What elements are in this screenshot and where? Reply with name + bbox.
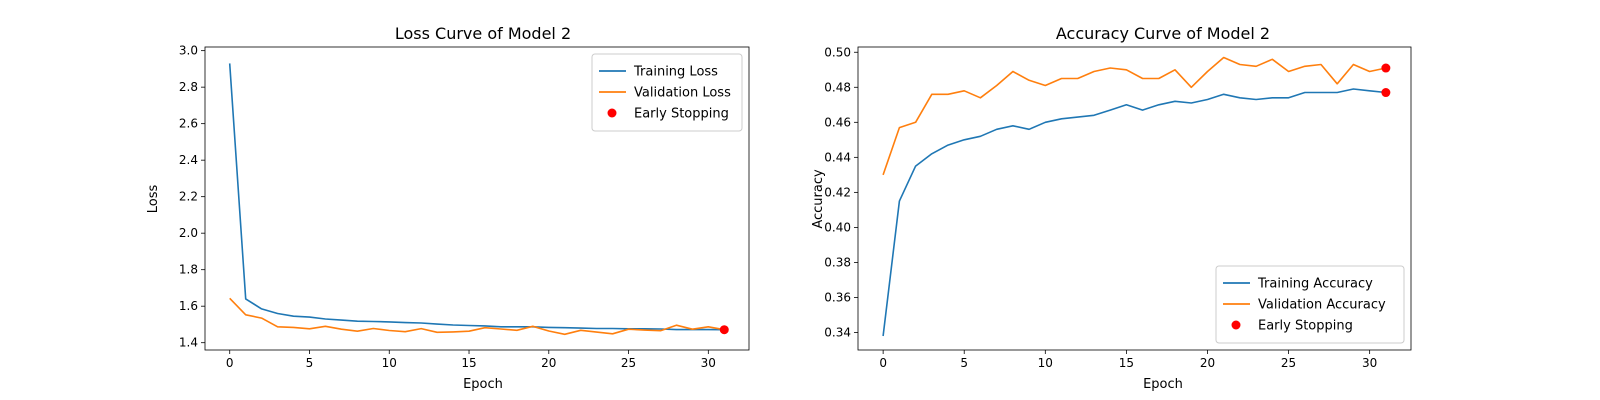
loss-chart-ytick-label: 1.8 — [179, 263, 198, 277]
accuracy-chart-xtick-label: 0 — [879, 356, 887, 370]
loss-chart-xtick-label: 10 — [382, 356, 397, 370]
loss-chart-xtick-label: 5 — [306, 356, 314, 370]
accuracy-chart-xtick-label: 5 — [960, 356, 968, 370]
loss-chart-xtick-label: 25 — [621, 356, 636, 370]
accuracy-chart-series-validation-line — [882, 56, 1387, 176]
accuracy-chart-xtick-label: 25 — [1281, 356, 1296, 370]
loss-chart-xtick-label: 0 — [226, 356, 234, 370]
loss-chart-legend-box — [591, 53, 743, 132]
loss-chart-ytick-label: 2.8 — [179, 80, 198, 94]
accuracy-chart-xtick-label: 15 — [1119, 356, 1134, 370]
accuracy-chart-legend-label: Training Accuracy — [1257, 277, 1373, 292]
accuracy-chart-legend-box — [1215, 265, 1405, 344]
loss-chart-ytick-label: 2.4 — [179, 153, 198, 167]
accuracy-chart-ytick-label: 0.40 — [824, 220, 851, 234]
loss-chart-xtick-label: 15 — [461, 356, 476, 370]
loss-chart-plot-frame — [204, 46, 750, 351]
loss-chart-xlabel: Epoch — [463, 377, 503, 392]
loss-chart-ytick-label: 2.6 — [179, 117, 198, 131]
loss-chart-legend-label: Early Stopping — [634, 107, 729, 122]
accuracy-chart-ytick-label: 0.42 — [824, 185, 851, 199]
accuracy-chart-early-stopping-point — [1381, 88, 1391, 98]
loss-chart-ytick-label: 3.0 — [179, 44, 198, 58]
loss-chart-ylabel: Loss — [146, 185, 161, 214]
loss-chart-ytick-label: 1.4 — [179, 336, 198, 350]
loss-chart-legend-label: Validation Loss — [634, 86, 731, 101]
accuracy-chart-legend: Training Accuracy Validation Accuracy Earl… — [1215, 265, 1405, 344]
accuracy-chart-series-training-line — [882, 88, 1386, 337]
loss-chart-legend-early-stopping-marker — [607, 108, 617, 118]
accuracy-chart-ytick-label: 0.50 — [824, 45, 851, 59]
accuracy-chart-xtick-label: 10 — [1038, 356, 1053, 370]
accuracy-chart-ytick-label: 0.48 — [824, 80, 851, 94]
accuracy-chart: Accuracy Curve of Model 2 Epoch Accuracy… — [811, 24, 1412, 392]
loss-chart-xtick-label: 30 — [701, 356, 716, 370]
loss-chart-series-validation-line — [229, 297, 725, 336]
loss-chart-ytick-label: 1.6 — [179, 299, 198, 313]
accuracy-chart-ytick-label: 0.36 — [824, 290, 851, 304]
accuracy-chart-ytick-label: 0.44 — [824, 150, 851, 164]
accuracy-chart-ytick-label: 0.34 — [824, 325, 851, 339]
accuracy-chart-legend-label: Early Stopping — [1258, 319, 1353, 334]
loss-chart-xtick-label: 20 — [541, 356, 556, 370]
accuracy-chart-xlabel: Epoch — [1143, 377, 1183, 392]
accuracy-chart-ytick-label: 0.46 — [824, 115, 851, 129]
loss-chart-ytick-label: 2.2 — [179, 190, 198, 204]
loss-chart: Loss Curve of Model 2 Epoch Loss 0 5 10 15 2… — [146, 24, 750, 392]
loss-chart-legend-label: Training Loss — [633, 65, 718, 80]
accuracy-chart-plot-frame — [857, 46, 1412, 351]
accuracy-chart-xtick-label: 20 — [1200, 356, 1215, 370]
loss-chart-early-stopping-point — [719, 325, 729, 335]
accuracy-chart-ytick-label: 0.38 — [824, 255, 851, 269]
accuracy-chart-xtick-label: 30 — [1362, 356, 1377, 370]
loss-chart-ytick-label: 2.0 — [179, 226, 198, 240]
loss-chart-title: Loss Curve of Model 2 — [395, 24, 571, 43]
accuracy-chart-early-stopping-point — [1381, 63, 1391, 73]
loss-chart-series-training-line — [228, 63, 725, 331]
accuracy-chart-legend-label: Validation Accuracy — [1258, 298, 1386, 313]
accuracy-chart-ylabel: Accuracy — [811, 169, 826, 229]
loss-chart-legend: Training Loss Validation Loss Early Stoppi… — [591, 53, 743, 132]
accuracy-chart-legend-early-stopping-marker — [1231, 320, 1241, 330]
accuracy-chart-title: Accuracy Curve of Model 2 — [1056, 24, 1270, 43]
